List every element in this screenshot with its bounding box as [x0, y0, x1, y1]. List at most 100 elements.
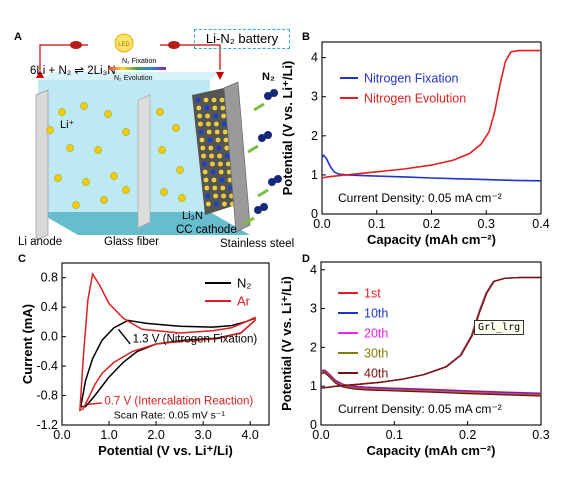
legend-label: 1st [364, 287, 381, 301]
x-tick-label: 0.1 [368, 217, 385, 231]
cathode-particle [219, 177, 225, 183]
x-axis-label: Capacity (mAh cm⁻²) [367, 232, 496, 247]
green-arrow-icon [253, 102, 265, 112]
cathode-particle [202, 169, 208, 175]
y-tick-label: 0 [311, 207, 318, 221]
cathode-particle [198, 121, 203, 127]
y-tick-label: 0.4 [41, 300, 58, 314]
y-tick-label: 4 [310, 263, 317, 277]
electrolyte-body [38, 80, 210, 212]
li-ion-dot [66, 144, 74, 152]
legend-label: Ar [237, 294, 251, 309]
legend-label: Nitrogen Fixation [364, 72, 459, 86]
x-tick-label: 0.1 [386, 428, 403, 442]
n2-molecule-icon [268, 178, 276, 186]
cathode-particle [202, 161, 207, 167]
panel-letter: B [302, 31, 310, 43]
electrolyte-top [38, 72, 220, 80]
x-tick-label: 0.3 [532, 428, 549, 442]
li3n-label: Li₃N [182, 210, 203, 222]
series-line [321, 154, 542, 182]
x-axis-label: Capacity (mAh cm⁻²) [367, 443, 496, 458]
cathode-particle [207, 137, 213, 143]
cathode-particle [215, 137, 221, 143]
y-axis-label: Current (mA) [20, 304, 35, 384]
cathode-particle [223, 137, 229, 143]
y-tick-label: 2 [311, 129, 318, 143]
stainless-steel-label: Stainless steel [220, 238, 294, 250]
x-tick-label: 0.0 [53, 428, 70, 442]
li-ion-particles [46, 102, 186, 209]
panel-a-schematic: A LED 6Li + N₂ ⇌ 2Li₃N N₂ Fixation [14, 31, 294, 250]
electron-icon [70, 41, 82, 49]
y-tick-label: 3 [310, 302, 317, 316]
legend-label: 30th [364, 347, 388, 361]
li-ion-dot [122, 128, 130, 136]
cathode-particle [206, 201, 211, 207]
plot-frame [61, 262, 270, 426]
cathode-particle [222, 121, 227, 127]
stainless-steel-plate [223, 81, 251, 233]
li-ion-dot [80, 102, 88, 110]
reaction-arrow-icon [108, 67, 166, 70]
cathode-particle [212, 105, 218, 111]
panel-letter: C [18, 253, 26, 265]
cathode-particle [214, 129, 220, 135]
x-axis-label: Potential (V vs. Li⁺/Li) [98, 443, 233, 458]
cathode-particle [214, 121, 219, 127]
cathode-particle [210, 169, 216, 175]
li-ion-dot [46, 126, 54, 134]
li-ion-dot [82, 178, 90, 186]
li-ion-dot [172, 124, 180, 132]
arrow-up-icon [36, 70, 44, 78]
cycle-evolution-line [321, 276, 542, 389]
cathode-particle [206, 129, 212, 135]
arrow-down-icon [216, 72, 224, 80]
cathode-particle [224, 145, 230, 151]
y-tick-label: 3 [311, 90, 318, 104]
series-line [321, 49, 541, 179]
cathode-particle [226, 161, 231, 167]
cathode-particle [221, 113, 227, 119]
panel-a-letter: A [14, 31, 22, 43]
y-tick-label: 0 [310, 418, 317, 432]
y-tick-label: 1 [310, 379, 317, 393]
li-ion-dot [160, 188, 168, 196]
cathode-particle [200, 145, 206, 151]
y-tick-label: -1.2 [36, 418, 58, 432]
y-axis-label: Potential (V vs. Li⁺/Li) [279, 276, 294, 411]
n2-molecule-icon [270, 89, 278, 97]
plot-frame [321, 41, 542, 215]
cc-cathode-block [192, 88, 236, 215]
y-tick-label: 4 [311, 51, 318, 65]
cathode-body [192, 88, 236, 215]
legend-label: 40th [364, 367, 388, 381]
y-tick-label: 0.0 [41, 330, 58, 344]
cathode-particle [227, 177, 233, 183]
li-ion-dot [72, 201, 80, 209]
cathode-particle [210, 161, 215, 167]
chart-panel-d: D 0.0 0.1 0.2 0.3 0 1 2 3 4 Capacity (mAh cm⁻²) Pot… [279, 253, 550, 458]
li-anode-label: Li anode [18, 236, 62, 248]
cathode-particle [211, 177, 217, 183]
bulb-label: LED [118, 42, 130, 48]
cathode-particle [213, 113, 219, 119]
annotation: 1.3 V (Nitrogen Fixation) [133, 334, 258, 346]
x-tick-label: 0.2 [423, 217, 440, 231]
cathode-particle [219, 97, 225, 103]
li-anode-plate [35, 89, 49, 241]
cathode-dots [195, 97, 235, 207]
n2-molecule-icon [258, 134, 266, 142]
li-ion-dot [110, 172, 118, 180]
cathode-particle [218, 169, 224, 175]
cathode-particle [218, 161, 223, 167]
cathode-particle [226, 169, 232, 175]
cathode-particle [198, 129, 204, 135]
cathode-particle [196, 105, 202, 111]
green-arrow-icon [257, 188, 269, 198]
legend-label: Nitrogen Evolution [364, 92, 466, 106]
li-ion-dot [94, 146, 102, 154]
cathode-particle [211, 97, 217, 103]
legend-label: 20th [364, 327, 388, 341]
n2-molecule-icon [260, 203, 268, 211]
